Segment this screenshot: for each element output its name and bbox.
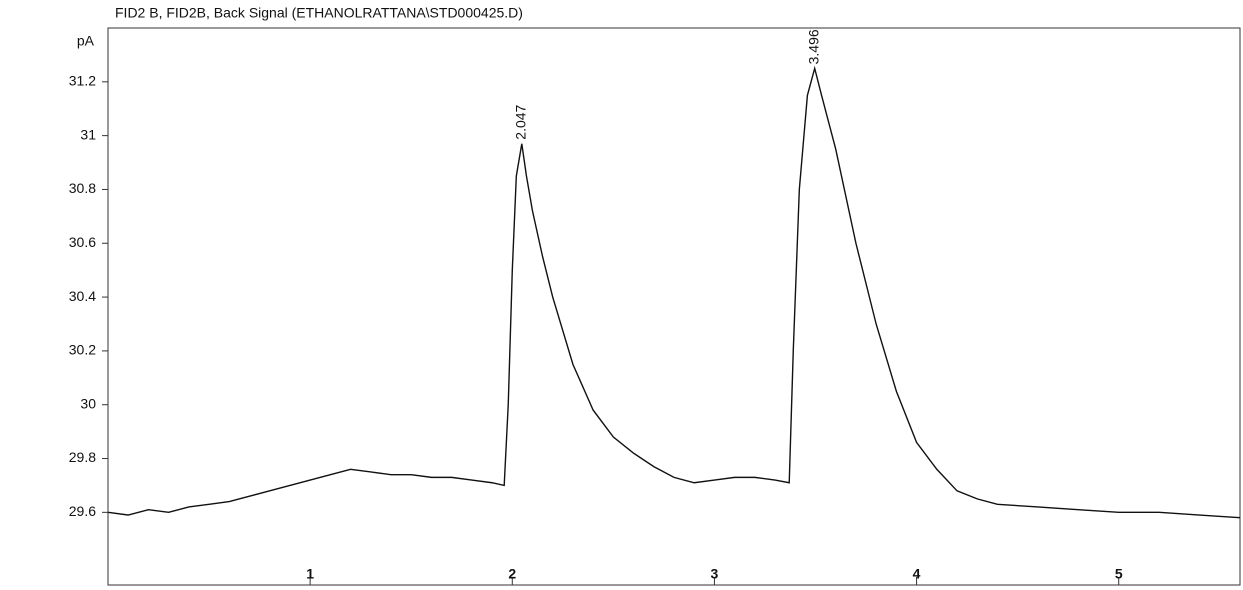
y-tick-label: 31.2	[69, 73, 96, 89]
y-tick-label: 29.8	[69, 449, 96, 465]
signal-line	[108, 68, 1240, 517]
y-tick-label: 30.8	[69, 180, 96, 196]
x-tick-label: 5	[1115, 566, 1123, 582]
x-tick-label: 1	[306, 566, 314, 582]
y-tick-label: 30.2	[69, 342, 96, 358]
peak-label: 2.047	[512, 104, 528, 139]
peak-label: 3.496	[805, 29, 821, 64]
chart: FID2 B, FID2B, Back Signal (ETHANOLRATTA…	[0, 0, 1243, 590]
chart-title: FID2 B, FID2B, Back Signal (ETHANOLRATTA…	[115, 5, 523, 21]
y-tick-label: 29.6	[69, 503, 96, 519]
x-tick-label: 2	[508, 566, 516, 582]
y-tick-label: 30.4	[69, 288, 96, 304]
plot-frame	[108, 28, 1240, 585]
y-tick-label: 30.6	[69, 234, 96, 250]
x-tick-label: 4	[913, 566, 921, 582]
x-tick-label: 3	[711, 566, 719, 582]
y-tick-label: 30	[80, 395, 96, 411]
y-axis-label: pA	[77, 33, 95, 49]
y-tick-label: 31	[80, 126, 96, 142]
